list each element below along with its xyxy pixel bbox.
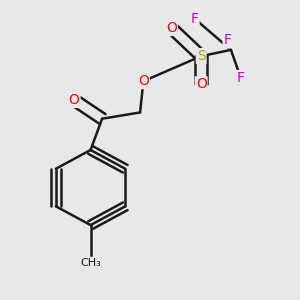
Text: F: F [224, 34, 232, 47]
Text: F: F [190, 12, 199, 26]
Text: O: O [196, 77, 207, 91]
Text: O: O [166, 21, 177, 35]
Text: O: O [69, 93, 80, 107]
Text: S: S [197, 49, 206, 63]
Text: F: F [237, 71, 245, 85]
Text: CH₃: CH₃ [80, 258, 101, 268]
Text: O: O [138, 74, 149, 88]
